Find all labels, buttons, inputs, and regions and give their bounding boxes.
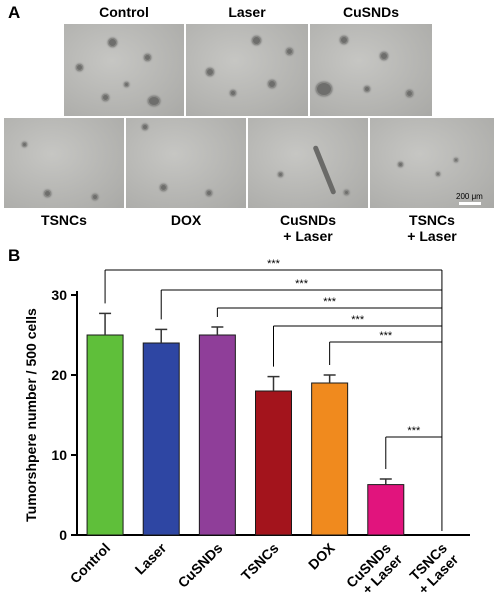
- micrograph-tsncs-laser: 200 μm: [370, 118, 494, 208]
- panel-a-letter: A: [8, 3, 21, 22]
- x-tick-label-line: CuSNDs: [175, 540, 226, 591]
- x-tick-label: Control: [67, 540, 114, 587]
- x-tick-label: CuSNDs: [175, 540, 226, 591]
- micrograph-label-cusnds-laser-line2: + Laser: [283, 228, 333, 244]
- scale-bar-label: 200 μm: [456, 192, 483, 201]
- micrograph-label-cusnds-laser-line1: CuSNDs: [279, 212, 336, 228]
- bar: [367, 484, 405, 536]
- micrograph-laser: [186, 24, 308, 116]
- bar: [86, 334, 124, 536]
- bar-chart: 0 10 20 30 Tumorshpere number / 500 cells Con…: [23, 258, 470, 600]
- x-tick-label: TSNCs: [238, 540, 282, 584]
- micrograph-label-dox: DOX: [170, 212, 202, 228]
- significance-label: ***: [267, 258, 281, 270]
- micrograph-cusnds-laser: [248, 118, 368, 208]
- x-tick-label: CuSNDs+ Laser: [343, 539, 406, 600]
- micrograph-label-tsncs-laser-line2: + Laser: [407, 228, 457, 244]
- bar: [198, 334, 236, 536]
- x-tick-label-line: TSNCs: [238, 540, 282, 584]
- bar: [255, 390, 292, 536]
- significance-label: ***: [407, 425, 421, 437]
- micrograph-tsncs: [4, 118, 124, 208]
- panel-b-letter: B: [8, 246, 21, 265]
- y-tick-label: 30: [51, 287, 67, 303]
- scale-bar-line: [459, 202, 481, 205]
- micrograph-label-cusnds-laser: CuSNDs + Laser: [248, 212, 368, 244]
- bar: [311, 382, 349, 536]
- micrograph-control: [64, 24, 184, 116]
- scale-bar: 200 μm: [456, 192, 483, 205]
- x-tick-label: Laser: [132, 539, 170, 577]
- micrograph-cusnds: [310, 24, 432, 116]
- micrograph-label-tsncs-laser: TSNCs + Laser: [370, 212, 494, 244]
- x-tick-label-line: Laser: [132, 539, 170, 577]
- significance-label: ***: [323, 296, 337, 308]
- y-tick-label: 0: [59, 527, 67, 543]
- y-tick-label: 20: [51, 367, 67, 383]
- y-tick-label: 10: [51, 447, 67, 463]
- y-axis-label: Tumorshpere number / 500 cells: [23, 308, 39, 522]
- x-tick-label: TSNCs+ Laser: [404, 539, 462, 597]
- x-tick-label: DOX: [305, 539, 338, 572]
- micrograph-label-tsncs: TSNCs: [41, 212, 87, 228]
- micrograph-label-laser: Laser: [228, 4, 266, 20]
- micrograph-label-tsncs-laser-line1: TSNCs: [409, 212, 455, 228]
- micrograph-label-control: Control: [99, 4, 149, 20]
- micrograph-dox: [126, 118, 246, 208]
- significance-label: ***: [351, 314, 365, 326]
- x-tick-label-line: Control: [67, 540, 114, 587]
- micrograph-label-cusnds: CuSNDs: [342, 4, 399, 20]
- bar: [142, 342, 180, 536]
- x-tick-label-line: DOX: [305, 539, 338, 572]
- significance-label: ***: [379, 330, 393, 342]
- significance-label: ***: [295, 278, 309, 290]
